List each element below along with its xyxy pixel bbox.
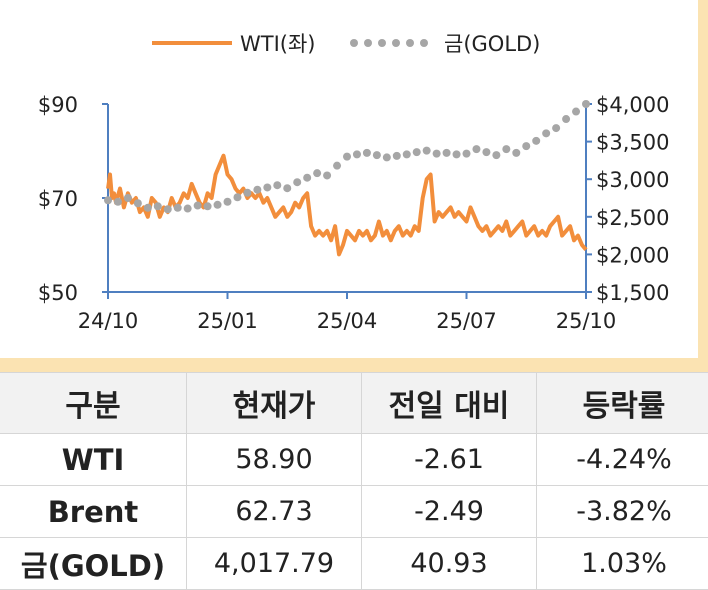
y-right-tick-label: $3,000 [596, 168, 669, 192]
gold-data-point [293, 178, 301, 186]
gold-data-point [423, 147, 431, 155]
cell-rate: -3.82% [537, 486, 708, 538]
y-right-tick-label: $4,000 [596, 93, 669, 117]
cell-price: 58.90 [187, 434, 362, 486]
gold-data-point [373, 151, 381, 159]
cell-price: 62.73 [187, 486, 362, 538]
table-header-row: 구분 현재가 전일 대비 등락률 [0, 373, 708, 434]
gold-data-point [363, 149, 371, 157]
legend-swatch-gold-dot [350, 39, 358, 47]
gold-data-point [562, 115, 570, 123]
gold-data-point [472, 145, 480, 153]
gold-data-point [204, 202, 212, 210]
gold-data-point [353, 150, 361, 158]
gold-data-point [323, 171, 331, 179]
price-chart: $90 $70 $50 $4,000 $3,500 $3,000 $2,500 $2,000 $… [0, 0, 698, 358]
x-tick-label: 25/07 [436, 309, 497, 333]
gold-data-point [502, 145, 510, 153]
x-tick-label: 25/04 [317, 309, 378, 333]
cell-change: 40.93 [362, 538, 537, 590]
gold-data-point [283, 184, 291, 192]
gold-data-point [263, 183, 271, 191]
gold-data-point [194, 202, 202, 210]
gold-data-point [134, 199, 142, 207]
gold-data-point [164, 205, 172, 213]
gold-data-point [482, 148, 490, 156]
cell-rate: -4.24% [537, 434, 708, 486]
gold-data-point [433, 150, 441, 158]
cell-rate: 1.03% [537, 538, 708, 590]
gold-data-point [383, 153, 391, 161]
gold-data-point [214, 201, 222, 209]
legend-label-gold: 금(GOLD) [444, 32, 540, 56]
price-table: 구분 현재가 전일 대비 등락률 WTI 58.90 -2.61 -4.24% … [0, 372, 708, 590]
gold-data-point [124, 194, 132, 202]
legend-swatch-gold-dot [420, 39, 428, 47]
gold-data-point [174, 204, 182, 212]
legend-label-wti: WTI(좌) [240, 32, 316, 56]
gold-data-point [393, 152, 401, 160]
gold-data-point [443, 149, 451, 157]
legend-swatch-gold-dot [364, 39, 372, 47]
table-row: WTI 58.90 -2.61 -4.24% [0, 434, 708, 486]
gold-data-point [224, 198, 232, 206]
gold-data-point [253, 186, 261, 194]
y-left-tick-label: $90 [38, 93, 78, 117]
gold-data-point [522, 142, 530, 150]
header-category: 구분 [0, 373, 187, 434]
gold-data-point [333, 162, 341, 170]
frame-accent-bottom [0, 358, 708, 372]
gold-data-point [303, 174, 311, 182]
gold-data-point [144, 204, 152, 212]
row-label-gold: 금(GOLD) [0, 538, 187, 590]
gold-data-point [572, 108, 580, 116]
header-daily-change: 전일 대비 [362, 373, 537, 434]
gold-data-point [184, 205, 192, 213]
header-current-price: 현재가 [187, 373, 362, 434]
y-right-tick-label: $1,500 [596, 281, 669, 305]
gold-data-point [343, 153, 351, 161]
gold-data-point [512, 149, 520, 157]
legend-swatch-gold-dot [392, 39, 400, 47]
cell-change: -2.61 [362, 434, 537, 486]
cell-change: -2.49 [362, 486, 537, 538]
table-row: Brent 62.73 -2.49 -3.82% [0, 486, 708, 538]
gold-data-point [104, 196, 112, 204]
y-left-tick-label: $50 [38, 281, 78, 305]
gold-data-point [413, 148, 421, 156]
gold-data-point [233, 193, 241, 201]
legend-swatch-gold-dot [406, 39, 414, 47]
gold-data-point [542, 129, 550, 137]
gold-data-point [273, 181, 281, 189]
gold-data-point [243, 189, 251, 197]
gold-data-point [453, 150, 461, 158]
y-right-tick-label: $3,500 [596, 131, 669, 155]
x-tick-label: 24/10 [78, 309, 139, 333]
legend-swatch-gold-dot [378, 39, 386, 47]
gold-data-point [313, 169, 321, 177]
gold-data-point [403, 150, 411, 158]
row-label-wti: WTI [0, 434, 187, 486]
gold-data-point [154, 202, 162, 210]
gold-data-point [532, 137, 540, 145]
gold-data-point [582, 100, 590, 108]
y-right-tick-label: $2,500 [596, 206, 669, 230]
x-tick-label: 25/10 [556, 309, 617, 333]
y-left-tick-label: $70 [38, 187, 78, 211]
chart-panel: $90 $70 $50 $4,000 $3,500 $3,000 $2,500 $2,000 $… [0, 0, 698, 358]
cell-price: 4,017.79 [187, 538, 362, 590]
x-tick-label: 25/01 [197, 309, 258, 333]
gold-data-point [114, 198, 122, 206]
row-label-brent: Brent [0, 486, 187, 538]
gold-data-point [463, 150, 471, 158]
header-change-rate: 등락률 [537, 373, 708, 434]
frame-accent-right [698, 0, 708, 370]
gold-data-point [492, 151, 500, 159]
table-row: 금(GOLD) 4,017.79 40.93 1.03% [0, 538, 708, 590]
gold-data-point [552, 124, 560, 132]
y-right-tick-label: $2,000 [596, 243, 669, 267]
